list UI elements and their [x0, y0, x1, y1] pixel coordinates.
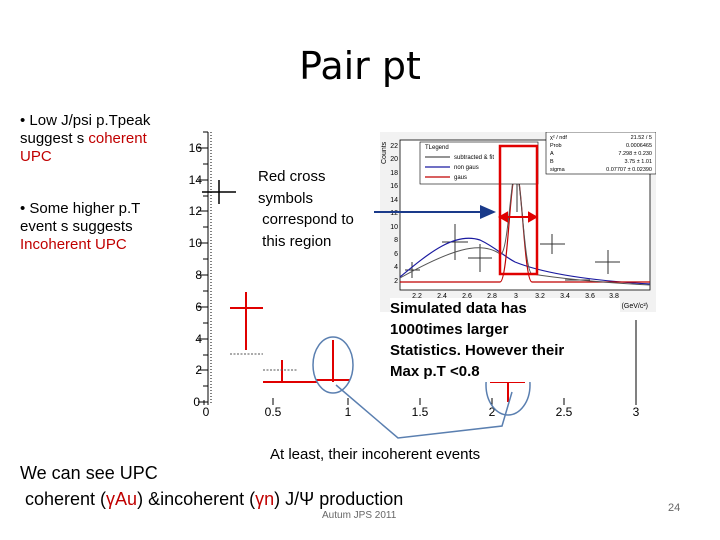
inset-x-tick: 2.8 [487, 293, 497, 300]
plot-axes [198, 131, 637, 405]
incoherent-note: At least, their incoherent events [270, 446, 481, 463]
inset-x-tick: 3.2 [535, 293, 545, 300]
simulated-data-note: Simulated data has 1000times larger Stat… [390, 298, 620, 382]
data-markers-black [202, 180, 236, 204]
callout-line: Red cross [258, 168, 326, 185]
conclusion-part: ) J/Ψ production [274, 489, 404, 509]
x-tick-label: 3 [633, 405, 640, 419]
legend-label: subtracted & fit [454, 155, 494, 161]
inset-x-tick: 3 [514, 293, 518, 300]
note-line: Statistics. However their [390, 342, 565, 359]
page-number: 24 [668, 502, 681, 514]
note-line: Max p.T <0.8 [390, 363, 480, 380]
conclusion-line1: We can see UPC [20, 463, 158, 483]
x-tick-label: 2.5 [556, 405, 573, 419]
inset-y-tick: 2 [394, 278, 398, 285]
inset-x-tick: 2.4 [437, 293, 447, 300]
y-tick-label: 12 [189, 204, 203, 218]
inset-y-tick: 20 [390, 156, 398, 163]
inset-y-tick: 8 [394, 237, 398, 244]
inset-y-tick: 16 [390, 183, 398, 190]
y-tick-label: 8 [195, 268, 202, 282]
callout-line: correspond to [258, 211, 354, 228]
conclusion-part: ) &incoherent ( [137, 489, 256, 509]
red-cross-markers [230, 292, 525, 402]
inset-x-tick: 3.6 [585, 293, 595, 300]
inset-y-tick: 6 [394, 251, 398, 258]
stat-name: Prob [550, 143, 562, 149]
bullet-highlight: Incoherent UPC [20, 236, 127, 253]
bullet-incoherent: • Some higher p.T event s suggests Incoh… [20, 200, 180, 254]
peak-highlight-box [498, 144, 539, 276]
inset-y-ticks: 22 20 18 16 14 12 10 8 6 4 2 [390, 143, 398, 285]
inset-y-tick: 4 [394, 264, 398, 271]
callout-line: this region [258, 232, 332, 250]
bullet-coherent: • Low J/psi p.Tpeak suggest s coherent U… [20, 112, 180, 166]
legend-label: non gaus [454, 165, 479, 171]
stat-name: χ² / ndf [550, 135, 567, 141]
conclusion-part-highlight: γn [255, 489, 275, 509]
note-line: 1000times larger [390, 321, 509, 338]
stat-value: 0.07707 ± 0.02390 [606, 167, 652, 173]
inset-y-axis-label: Counts [381, 141, 388, 164]
inset-x-axis-label: mass (GeV/c²) [603, 303, 648, 310]
inset-legend: TLegend subtracted & fit non gaus gaus [419, 141, 539, 185]
stat-value: 7.298 ± 0.230 [618, 151, 652, 157]
legend-title: TLegend [425, 145, 449, 151]
red-cross-callout: Red cross symbols correspond to this reg… [252, 166, 380, 258]
x-tick-label: 0.5 [265, 405, 282, 419]
inset-stats-box: χ² / ndf 21.52 / 5 Prob 0.0006465 A 7.29… [545, 132, 656, 175]
x-tick-label: 1.5 [412, 405, 429, 419]
conclusion-part-highlight: γAu [106, 489, 138, 509]
inset-y-tick: 14 [390, 197, 398, 204]
y-tick-label: 10 [189, 236, 203, 250]
legend-label: gaus [454, 175, 467, 181]
stat-name: sigma [550, 167, 566, 173]
inset-x-tick: 3.8 [609, 293, 619, 300]
highlight-circle-low-pt [312, 336, 354, 394]
y-tick-label: 16 [189, 141, 203, 155]
stat-value: 0.0006465 [626, 143, 652, 149]
dashed-markers [230, 353, 297, 371]
y-tick-label: 14 [189, 173, 203, 187]
conclusion-line2: coherent (γAu) &incoherent (γn) J/Ψ prod… [20, 486, 480, 512]
inset-y-tick: 12 [390, 210, 398, 217]
y-tick-label: 0 [193, 395, 200, 409]
stat-name: A [550, 151, 554, 157]
y-tick-labels: 16 14 12 10 8 6 4 2 0 [189, 141, 203, 409]
y-tick-label: 2 [195, 363, 202, 377]
x-tick-label: 0 [203, 405, 210, 419]
inset-mass-plot: Counts 22 20 18 16 14 12 10 8 6 4 2 2.2 … [380, 132, 656, 312]
slide-title: Pair pt [299, 44, 421, 88]
x-tick-label: 1 [345, 405, 352, 419]
inset-x-tick: 2.6 [462, 293, 472, 300]
slide-footer: Autum JPS 2011 [322, 510, 397, 521]
callout-line: symbols [258, 189, 314, 207]
peak-width-arrow [497, 211, 539, 223]
x-tick-label: 2 [489, 405, 496, 419]
stat-name: B [550, 159, 554, 165]
bullet-highlight: coherent UPC [20, 130, 147, 165]
stat-value: 21.52 / 5 [631, 135, 652, 141]
callout-arrow [374, 205, 496, 219]
inset-x-tick: 3.4 [560, 293, 570, 300]
inset-y-tick: 10 [390, 224, 398, 231]
incoherent-connectors [335, 384, 513, 439]
inset-y-tick: 18 [390, 170, 398, 177]
inset-x-tick: 2.2 [412, 293, 422, 300]
inset-x-ticks: 2.2 2.4 2.6 2.8 3 3.2 3.4 3.6 3.8 [412, 293, 619, 300]
conclusion-part: coherent ( [20, 489, 107, 509]
y-tick-label: 4 [195, 332, 202, 346]
bullet-text: • Some higher p.T event s suggests [20, 200, 141, 235]
inset-y-tick: 22 [390, 143, 398, 150]
bullet-text: • Low J/psi p.Tpeak suggest s [20, 112, 151, 147]
note-line: Simulated data has [390, 300, 527, 317]
x-tick-labels: 0 0.5 1 1.5 2 2.5 3 [203, 405, 640, 419]
conclusion-text: We can see UPC coherent (γAu) &incoheren… [20, 460, 480, 512]
pair-pt-plot: 16 14 12 10 8 6 4 2 0 0 0.5 1 1.5 2 2.5 … [189, 131, 640, 419]
y-tick-label: 6 [195, 300, 202, 314]
stat-value: 3.75 ± 1.01 [625, 159, 652, 165]
non-gaus-curve [399, 237, 651, 285]
